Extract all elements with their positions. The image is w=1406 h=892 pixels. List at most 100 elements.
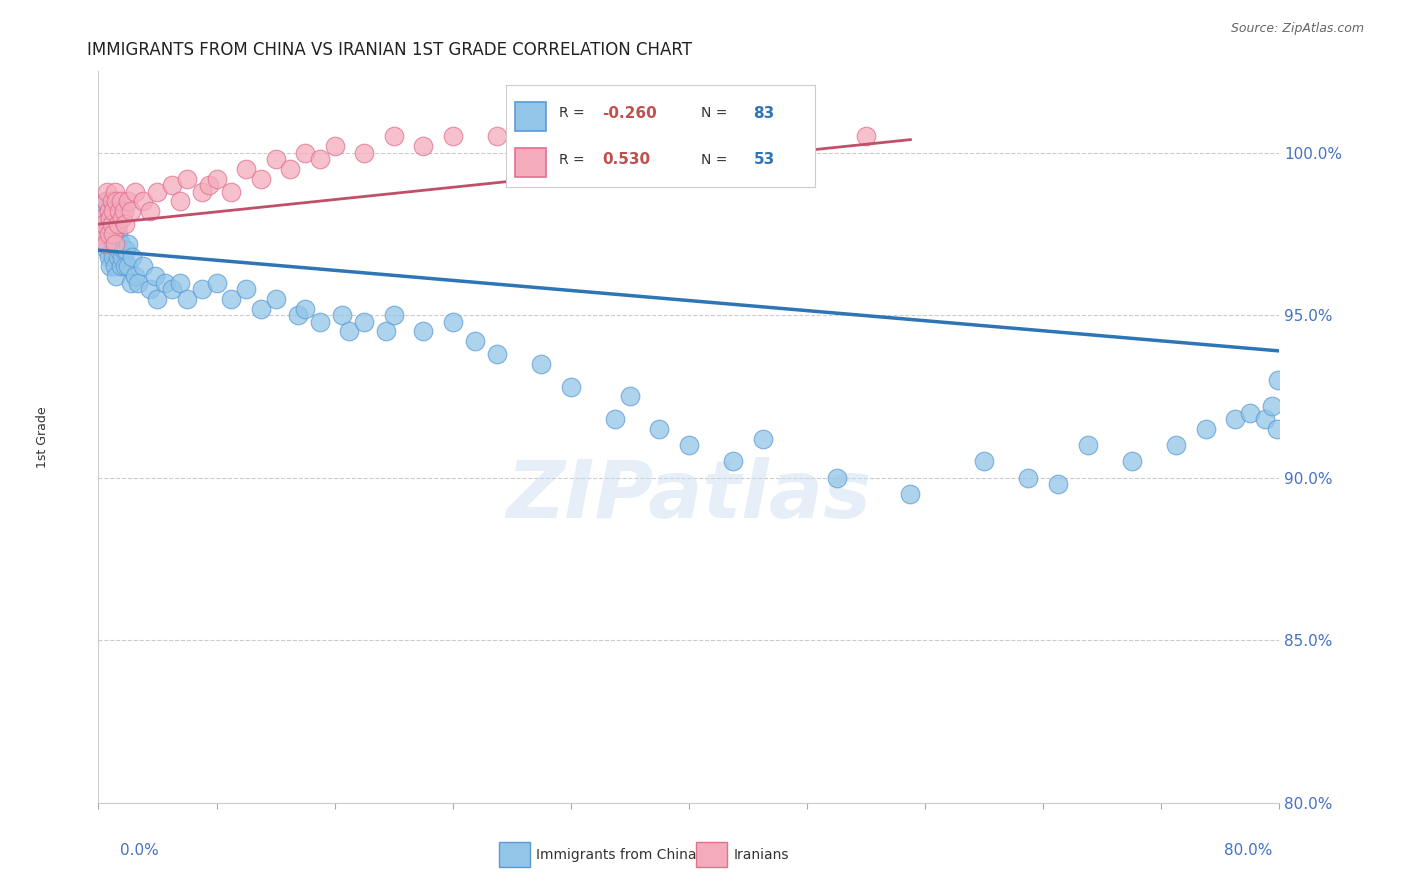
Point (486, 347, 509, 361)
Point (117, 194, 139, 209)
Point (96, 243, 118, 257)
Point (100, 211, 122, 225)
Text: N =: N = (702, 153, 731, 167)
Point (120, 276, 142, 290)
Point (97, 227, 120, 241)
Point (104, 185, 127, 199)
Text: 83: 83 (754, 106, 775, 121)
Point (132, 260, 155, 274)
Point (1166, 438, 1188, 452)
Bar (516, 148, 547, 177)
Point (103, 236, 125, 251)
Point (221, 185, 243, 199)
Point (235, 161, 257, 176)
Point (191, 185, 214, 199)
Point (235, 282, 257, 296)
Point (162, 178, 183, 193)
Text: N =: N = (702, 106, 731, 120)
Text: Immigrants from China: Immigrants from China (536, 847, 696, 862)
Point (103, 217, 125, 231)
Point (353, 145, 375, 160)
Point (143, 269, 166, 284)
Point (105, 194, 128, 209)
Point (110, 236, 132, 251)
Point (107, 217, 129, 231)
Point (309, 315, 332, 329)
Point (108, 243, 131, 257)
Point (1267, 373, 1289, 387)
Point (100, 243, 122, 257)
Point (825, 471, 848, 485)
Point (205, 276, 228, 290)
Point (111, 250, 134, 264)
Point (412, 139, 434, 153)
Point (108, 204, 131, 219)
Point (97, 204, 120, 219)
Point (619, 389, 641, 403)
Point (112, 204, 135, 219)
Point (105, 217, 128, 231)
Point (103, 227, 125, 241)
Point (114, 260, 136, 274)
Text: 0.530: 0.530 (602, 153, 650, 167)
Point (169, 194, 191, 209)
Point (309, 152, 332, 166)
Point (205, 171, 228, 186)
Point (93, 217, 115, 231)
Point (97, 211, 120, 225)
Point (723, 454, 745, 468)
Point (441, 129, 464, 144)
Point (112, 243, 135, 257)
Point (250, 301, 273, 316)
Point (973, 454, 995, 468)
Bar (516, 103, 547, 131)
Point (94, 194, 117, 209)
Point (91, 211, 114, 225)
Point (1261, 399, 1284, 413)
Point (120, 204, 142, 219)
Point (605, 412, 627, 426)
Point (107, 250, 129, 264)
Point (104, 227, 127, 241)
Point (1239, 406, 1261, 420)
Point (323, 139, 346, 153)
Point (97, 250, 120, 264)
Point (107, 227, 129, 241)
Point (100, 217, 122, 231)
Point (330, 308, 353, 322)
Point (486, 129, 509, 144)
Point (1225, 412, 1247, 426)
Point (191, 282, 214, 296)
Point (1121, 454, 1143, 468)
Text: 1st Grade: 1st Grade (35, 406, 49, 468)
Point (294, 145, 316, 160)
Point (153, 276, 176, 290)
Point (1265, 422, 1288, 436)
Point (900, 487, 922, 501)
Point (1254, 412, 1277, 426)
Point (114, 217, 136, 231)
Point (94, 236, 117, 251)
Point (530, 120, 553, 134)
Point (139, 204, 162, 219)
Point (1018, 471, 1040, 485)
Point (176, 292, 198, 306)
Text: 80.0%: 80.0% (1225, 843, 1272, 858)
Point (94, 227, 117, 241)
Text: IMMIGRANTS FROM CHINA VS IRANIAN 1ST GRADE CORRELATION CHART: IMMIGRANTS FROM CHINA VS IRANIAN 1ST GRA… (87, 41, 692, 59)
Point (110, 260, 132, 274)
Point (104, 260, 127, 274)
Point (117, 236, 139, 251)
Point (264, 292, 287, 306)
Point (375, 325, 398, 339)
Text: -0.260: -0.260 (602, 106, 657, 121)
Point (90, 211, 112, 225)
Point (441, 315, 464, 329)
Point (162, 282, 183, 296)
Point (124, 185, 146, 199)
Point (169, 276, 191, 290)
Point (104, 236, 127, 251)
Point (1077, 438, 1099, 452)
Point (287, 308, 309, 322)
Point (100, 194, 122, 209)
